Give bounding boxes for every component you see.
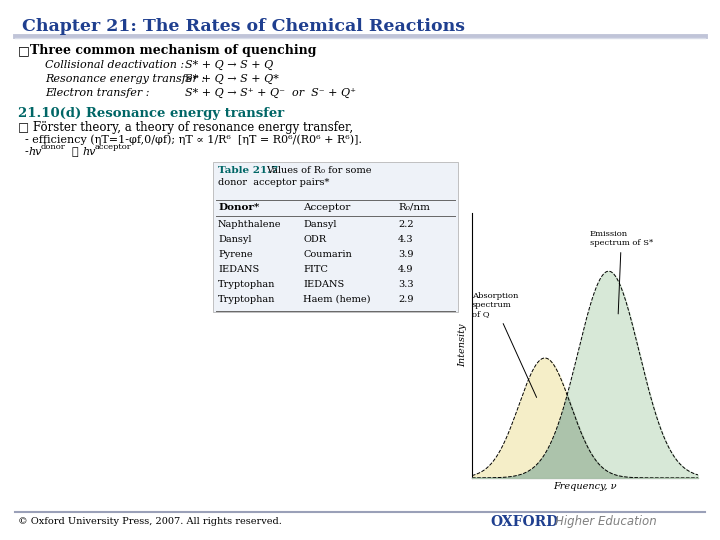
Text: Donor*: Donor*: [218, 203, 259, 212]
Text: - efficiency (ηT=1-φf,0/φf); ηT ∝ 1/R⁶  [ηT = R0⁶/(R0⁶ + R⁶)].: - efficiency (ηT=1-φf,0/φf); ηT ∝ 1/R⁶ […: [18, 134, 362, 145]
Text: 4.9: 4.9: [398, 265, 413, 274]
Text: R₀/nm: R₀/nm: [398, 203, 430, 212]
FancyBboxPatch shape: [213, 162, 458, 312]
Text: ≅: ≅: [72, 147, 78, 157]
Text: IEDANS: IEDANS: [218, 265, 259, 274]
Text: Haem (heme): Haem (heme): [303, 295, 371, 304]
Text: Emission
spectrum of S*: Emission spectrum of S*: [590, 230, 653, 314]
Text: FITC: FITC: [303, 265, 328, 274]
Text: acceptor: acceptor: [95, 143, 132, 151]
Text: hv: hv: [28, 147, 41, 157]
Text: ODR: ODR: [303, 235, 326, 244]
Text: Pyrene: Pyrene: [218, 250, 253, 259]
Y-axis label: Intensity: Intensity: [459, 324, 467, 367]
Text: -: -: [18, 147, 29, 157]
Text: donor: donor: [41, 143, 66, 151]
Text: 4.3: 4.3: [398, 235, 413, 244]
Text: hv: hv: [82, 147, 95, 157]
Text: 2.2: 2.2: [398, 220, 413, 229]
Text: □: □: [18, 44, 30, 57]
Text: Resonance energy transfer :: Resonance energy transfer :: [45, 74, 205, 84]
Text: Dansyl: Dansyl: [218, 235, 251, 244]
Text: Higher Education: Higher Education: [555, 515, 657, 528]
Text: S* + Q → S + Q*: S* + Q → S + Q*: [185, 74, 279, 84]
Text: 3.9: 3.9: [398, 250, 413, 259]
Text: S* + Q → S⁺ + Q⁻  or  S⁻ + Q⁺: S* + Q → S⁺ + Q⁻ or S⁻ + Q⁺: [185, 88, 356, 98]
Text: OXFORD: OXFORD: [490, 515, 558, 529]
Text: S* + Q → S + Q: S* + Q → S + Q: [185, 60, 274, 70]
Text: Acceptor: Acceptor: [303, 203, 351, 212]
Text: Naphthalene: Naphthalene: [218, 220, 282, 229]
Text: 2.9: 2.9: [398, 295, 413, 304]
Text: © Oxford University Press, 2007. All rights reserved.: © Oxford University Press, 2007. All rig…: [18, 517, 282, 526]
Text: Absorption
spectrum
of Q: Absorption spectrum of Q: [472, 292, 536, 397]
Text: IEDANS: IEDANS: [303, 280, 344, 289]
Text: 3.3: 3.3: [398, 280, 413, 289]
Text: donor  acceptor pairs*: donor acceptor pairs*: [218, 178, 329, 187]
X-axis label: Frequency, ν: Frequency, ν: [553, 482, 617, 491]
Text: Tryptophan: Tryptophan: [218, 280, 275, 289]
Text: Collisional deactivation :: Collisional deactivation :: [45, 60, 184, 70]
Text: Chapter 21: The Rates of Chemical Reactions: Chapter 21: The Rates of Chemical Reacti…: [22, 18, 465, 35]
Text: 21.10(d) Resonance energy transfer: 21.10(d) Resonance energy transfer: [18, 107, 284, 120]
Text: Coumarin: Coumarin: [303, 250, 352, 259]
Text: Dansyl: Dansyl: [303, 220, 336, 229]
Text: Values of R₀ for some: Values of R₀ for some: [266, 166, 372, 175]
Text: Electron transfer :: Electron transfer :: [45, 88, 150, 98]
Text: Table 21.7: Table 21.7: [218, 166, 278, 175]
Text: Three common mechanism of quenching: Three common mechanism of quenching: [30, 44, 317, 57]
Text: Tryptophan: Tryptophan: [218, 295, 275, 304]
Text: □ Förster theory, a theory of resonance energy transfer,: □ Förster theory, a theory of resonance …: [18, 121, 353, 134]
